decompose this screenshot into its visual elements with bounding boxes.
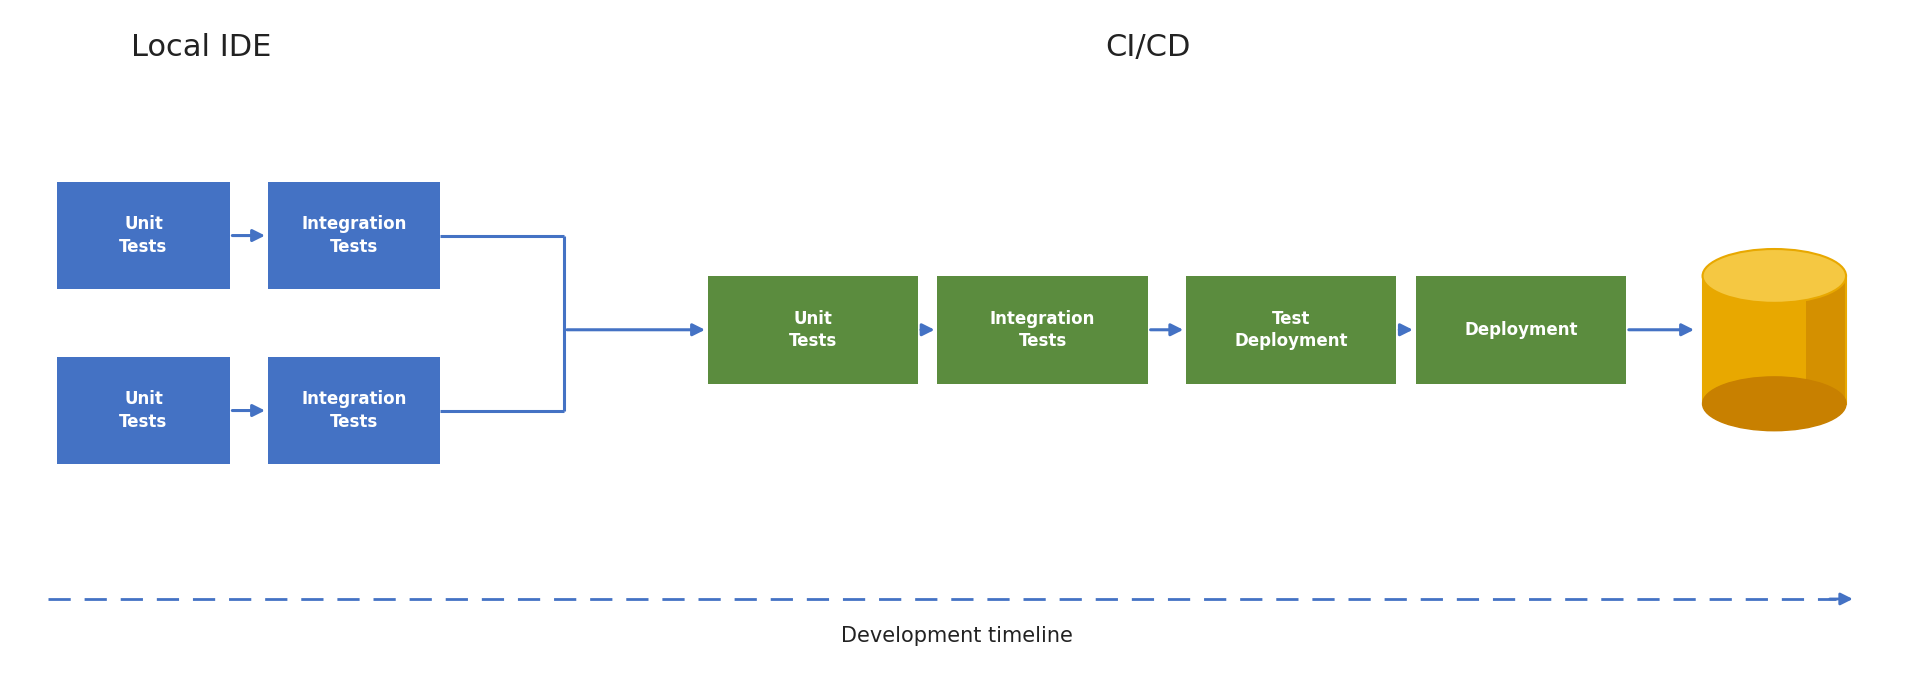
Text: Unit
Tests: Unit Tests	[119, 390, 168, 431]
Ellipse shape	[1703, 377, 1846, 431]
Polygon shape	[1806, 276, 1846, 404]
FancyBboxPatch shape	[708, 276, 918, 384]
Text: Test
Deployment: Test Deployment	[1234, 310, 1349, 350]
FancyBboxPatch shape	[1416, 276, 1626, 384]
Text: CI/CD: CI/CD	[1106, 32, 1190, 62]
FancyBboxPatch shape	[1186, 276, 1396, 384]
Text: Integration
Tests: Integration Tests	[989, 310, 1096, 350]
Text: Deployment: Deployment	[1463, 321, 1578, 339]
FancyBboxPatch shape	[268, 182, 440, 289]
Text: Integration
Tests: Integration Tests	[300, 215, 407, 256]
Bar	[1703, 276, 1846, 404]
FancyBboxPatch shape	[268, 357, 440, 464]
FancyBboxPatch shape	[57, 357, 230, 464]
FancyBboxPatch shape	[57, 182, 230, 289]
FancyBboxPatch shape	[937, 276, 1148, 384]
Text: Development timeline: Development timeline	[840, 626, 1073, 646]
Text: Unit
Tests: Unit Tests	[119, 215, 168, 256]
Text: Local IDE: Local IDE	[130, 32, 272, 62]
Text: Unit
Tests: Unit Tests	[788, 310, 838, 350]
Text: Integration
Tests: Integration Tests	[300, 390, 407, 431]
Ellipse shape	[1703, 249, 1846, 303]
